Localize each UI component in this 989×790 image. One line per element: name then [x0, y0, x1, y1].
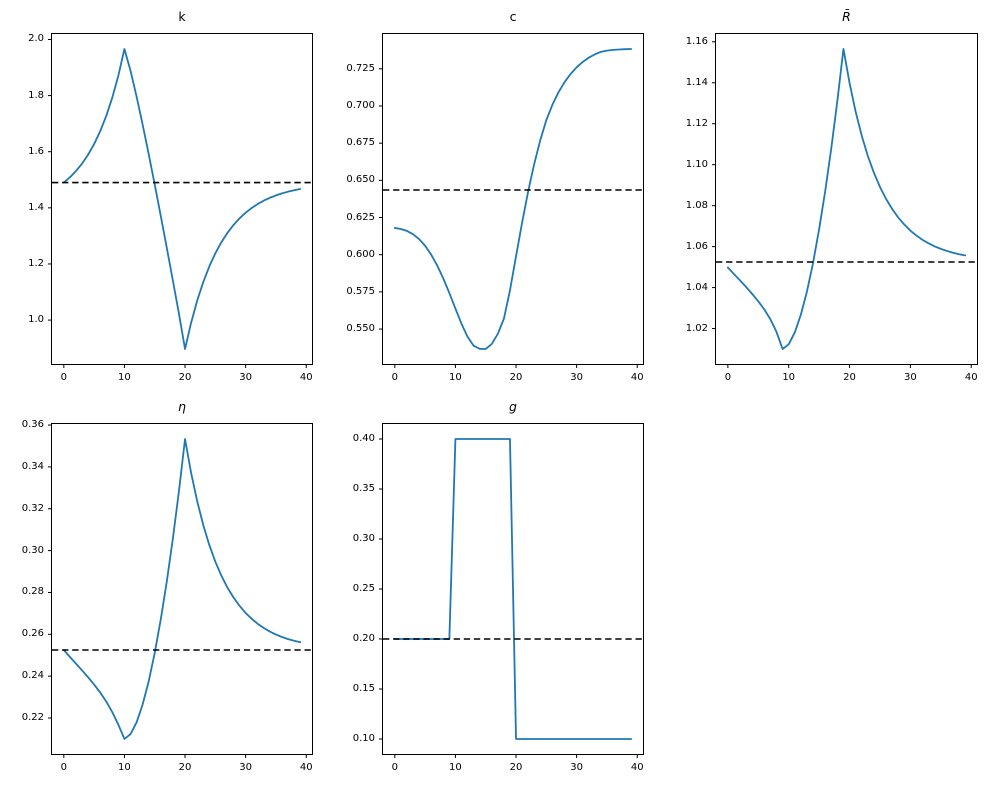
subplot-g: g 0 10 20 30 40 0.10 0.15 0.20 0.25 0.30 0.35 0.40 [353, 399, 644, 773]
y-tick-label: 0.22 [21, 712, 44, 723]
x-tick-label: 30 [239, 372, 252, 383]
x-tick-label: 0 [60, 372, 68, 383]
subplot-g-plot-area [379, 438, 643, 758]
series-line-Rbar [726, 48, 967, 350]
x-tick-label: 30 [904, 372, 917, 383]
y-tick-label: 0.675 [346, 137, 375, 149]
y-tick-label: 0.625 [346, 211, 375, 223]
y-tick-label: 0.24 [21, 670, 44, 682]
x-tick-label: 0 [391, 372, 399, 383]
y-tick-label: 0.575 [346, 285, 375, 297]
y-tick-label: 0.34 [21, 460, 44, 472]
subplot-rbar-plot-area [712, 41, 977, 368]
subplot-rbar-title: R̄ [842, 9, 851, 24]
x-tick-label: 40 [630, 762, 644, 773]
subplot-k-title: k [178, 9, 186, 24]
x-tick-label: 10 [782, 372, 796, 383]
y-tick-label: 0.25 [352, 583, 375, 594]
x-tick-label: 0 [391, 762, 399, 773]
y-tick-label: 0.550 [346, 323, 375, 335]
x-tick-label: 10 [449, 372, 462, 383]
y-tick-label: 1.0 [28, 314, 44, 326]
y-tick-label: 1.10 [685, 158, 708, 170]
series-line-g [393, 438, 633, 740]
x-tick-label: 20 [509, 372, 523, 383]
y-tick-label: 0.725 [346, 62, 375, 74]
subplot-eta-plot-area [48, 424, 312, 758]
series-line-k [62, 48, 302, 350]
y-tick-label: 0.35 [352, 483, 375, 494]
x-tick-label: 30 [239, 762, 252, 773]
y-tick-label: 1.12 [685, 117, 708, 129]
y-tick-label: 0.20 [352, 633, 375, 644]
subplot-c-title: c [509, 9, 517, 24]
y-tick-label: 1.02 [685, 322, 708, 334]
x-tick-label: 20 [178, 762, 192, 773]
subplot-c: c 0 10 20 30 40 0.550 0.575 0.600 0.625 0.650 0.67… [346, 9, 644, 383]
x-tick-label: 40 [299, 372, 313, 383]
subplot-eta-title: η [178, 399, 186, 414]
x-tick-label: 30 [570, 762, 583, 773]
x-tick-label: 40 [299, 762, 313, 773]
subplot-c-plot-area [379, 48, 643, 368]
x-tick-label: 10 [449, 762, 462, 773]
y-tick-label: 1.04 [685, 281, 708, 293]
y-tick-label: 0.15 [352, 683, 375, 694]
y-tick-label: 1.8 [28, 89, 44, 101]
y-tick-label: 1.06 [685, 240, 708, 252]
y-tick-label: 0.30 [21, 544, 44, 556]
y-tick-label: 1.6 [28, 145, 44, 157]
y-tick-label: 0.40 [352, 433, 375, 444]
x-tick-label: 0 [60, 762, 68, 773]
y-tick-label: 0.650 [346, 174, 375, 186]
subplot-rbar: R̄ 0 10 20 30 40 1.02 1.04 1.06 1.08 1.10 1.12 1.14… [686, 9, 978, 383]
y-tick-label: 0.700 [346, 99, 375, 111]
y-tick-label: 0.26 [21, 628, 44, 640]
x-tick-label: 40 [964, 372, 978, 383]
subplot-g-title: g [509, 399, 517, 414]
y-tick-label: 0.30 [352, 533, 375, 544]
y-tick-label: 1.08 [685, 199, 708, 211]
subplot-eta: η 0 10 20 30 40 0.22 0.24 0.26 0.28 0.30 0.32 0.34 0… [22, 399, 313, 773]
x-tick-label: 10 [118, 762, 131, 773]
y-tick-label: 0.28 [21, 586, 44, 598]
subplot-k: k 0 10 20 30 40 1.0 1.2 1.4 1.6 1.8 2.0 [28, 9, 313, 383]
x-tick-label: 20 [178, 372, 192, 383]
y-tick-label: 1.4 [28, 201, 44, 213]
y-tick-label: 1.14 [685, 76, 708, 88]
y-tick-label: 2.0 [28, 33, 44, 45]
x-tick-label: 10 [118, 372, 131, 383]
y-tick-label: 0.36 [21, 419, 44, 431]
y-tick-label: 1.2 [28, 257, 44, 269]
y-tick-label: 0.32 [21, 502, 44, 514]
y-tick-label: 0.10 [352, 733, 375, 744]
x-tick-label: 0 [724, 372, 732, 383]
x-tick-label: 40 [630, 372, 644, 383]
y-tick-label: 1.16 [685, 35, 708, 47]
series-line-eta [62, 438, 302, 740]
x-tick-label: 20 [843, 372, 856, 383]
y-tick-label: 0.600 [346, 248, 375, 260]
series-line-c [393, 48, 633, 350]
subplot-k-plot-area [48, 38, 312, 368]
x-tick-label: 30 [570, 372, 583, 383]
x-tick-label: 20 [509, 762, 523, 773]
